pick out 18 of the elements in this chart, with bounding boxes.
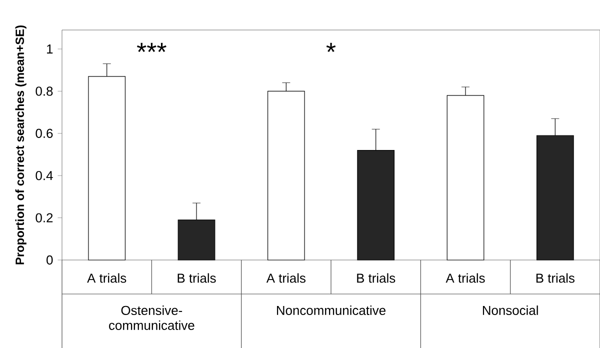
x-tick-label: A trials xyxy=(266,273,306,283)
annotation: *** xyxy=(136,42,166,52)
y-tick-label: 0 xyxy=(46,255,53,265)
x-tick-label: B trials xyxy=(357,273,396,283)
x-tick-label: A trials xyxy=(87,273,126,283)
x-tick-label: A trials xyxy=(446,273,485,283)
x-tick-label: B trials xyxy=(178,273,216,283)
y-tick-label: 0.8 xyxy=(36,86,53,96)
annotation: * xyxy=(326,42,336,52)
text: Nonsocial xyxy=(482,306,538,316)
y-tick-label: 0.2 xyxy=(36,213,53,222)
y-tick-label: 0.4 xyxy=(36,171,53,180)
y-tick-label: 1 xyxy=(47,44,53,54)
x-tick-label: B trials xyxy=(536,273,574,283)
text: Noncommunicative xyxy=(277,306,386,316)
y-axis-title: Proportion of correct searches (mean+SE) xyxy=(15,26,26,264)
text: Ostensive-communicative xyxy=(109,306,194,330)
y-tick-label: 0.6 xyxy=(36,128,53,138)
